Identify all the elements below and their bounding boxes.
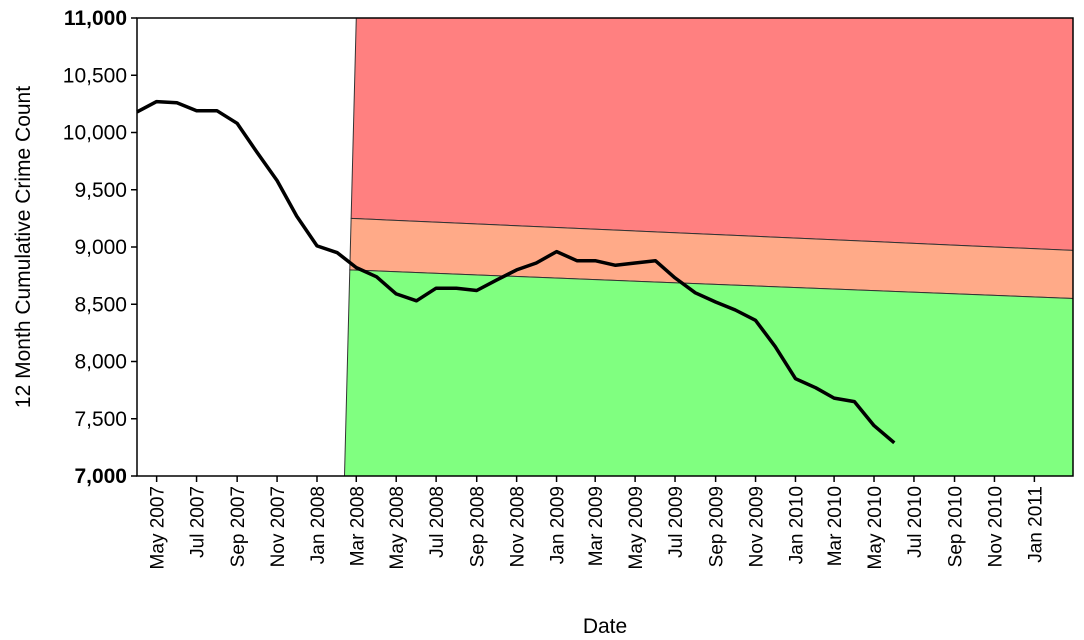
x-tick-label: Sep 2009 (707, 486, 728, 567)
x-tick-label: Mar 2009 (586, 486, 607, 566)
y-tick-label: 7,000 (74, 465, 127, 488)
y-tick-label: 8,000 (74, 351, 127, 374)
y-tick-label: 11,000 (64, 7, 127, 30)
x-tick-label: Mar 2008 (347, 486, 368, 566)
x-tick-label: Jul 2007 (188, 486, 209, 558)
x-tick-label: Jan 2011 (1025, 486, 1046, 563)
x-tick-label: Jan 2008 (308, 486, 329, 564)
x-tick-label: Nov 2007 (268, 486, 289, 567)
x-tick-label: May 2007 (148, 486, 169, 569)
crime-count-line-layer (136, 99, 896, 445)
x-tick-label: Nov 2008 (508, 486, 529, 567)
x-tick-label: Jan 2009 (548, 486, 569, 564)
y-tick-label: 8,500 (74, 293, 127, 316)
y-axis: 7,000 7,500 8,000 8,500 9,000 9,500 10,000 10,5… (63, 7, 137, 488)
x-axis-label: Date (583, 615, 627, 638)
band-red (350, 17, 1074, 251)
x-tick-label: Sep 2008 (468, 486, 489, 567)
x-tick-label: Nov 2009 (747, 486, 768, 567)
x-tick-label: Jan 2010 (786, 486, 807, 564)
y-tick-label: 10,500 (63, 64, 127, 87)
threshold-bands (343, 17, 1074, 477)
x-tick-label: Jul 2008 (427, 486, 448, 558)
y-tick-label: 9,500 (74, 179, 127, 202)
x-tick-label: May 2008 (387, 486, 408, 569)
y-tick-label: 10,000 (63, 122, 127, 145)
y-axis-label: 12 Month Cumulative Crime Count (12, 86, 35, 408)
x-tick-label: Nov 2010 (985, 486, 1006, 567)
x-tick-label: Jul 2009 (666, 486, 687, 558)
x-tick-label: Sep 2007 (228, 486, 249, 567)
y-tick-label: 7,500 (74, 408, 127, 431)
x-tick-label: Jul 2010 (905, 486, 926, 558)
band-green (343, 269, 1074, 477)
x-axis: May 2007 Jul 2007 Sep 2007 Nov 2007 Jan 2008… (148, 476, 1046, 569)
x-tick-label: Mar 2010 (825, 486, 846, 566)
x-tick-label: May 2009 (626, 486, 647, 569)
x-tick-label: May 2010 (865, 486, 886, 569)
y-tick-label: 9,000 (74, 236, 127, 259)
x-tick-label: Sep 2010 (946, 486, 967, 567)
